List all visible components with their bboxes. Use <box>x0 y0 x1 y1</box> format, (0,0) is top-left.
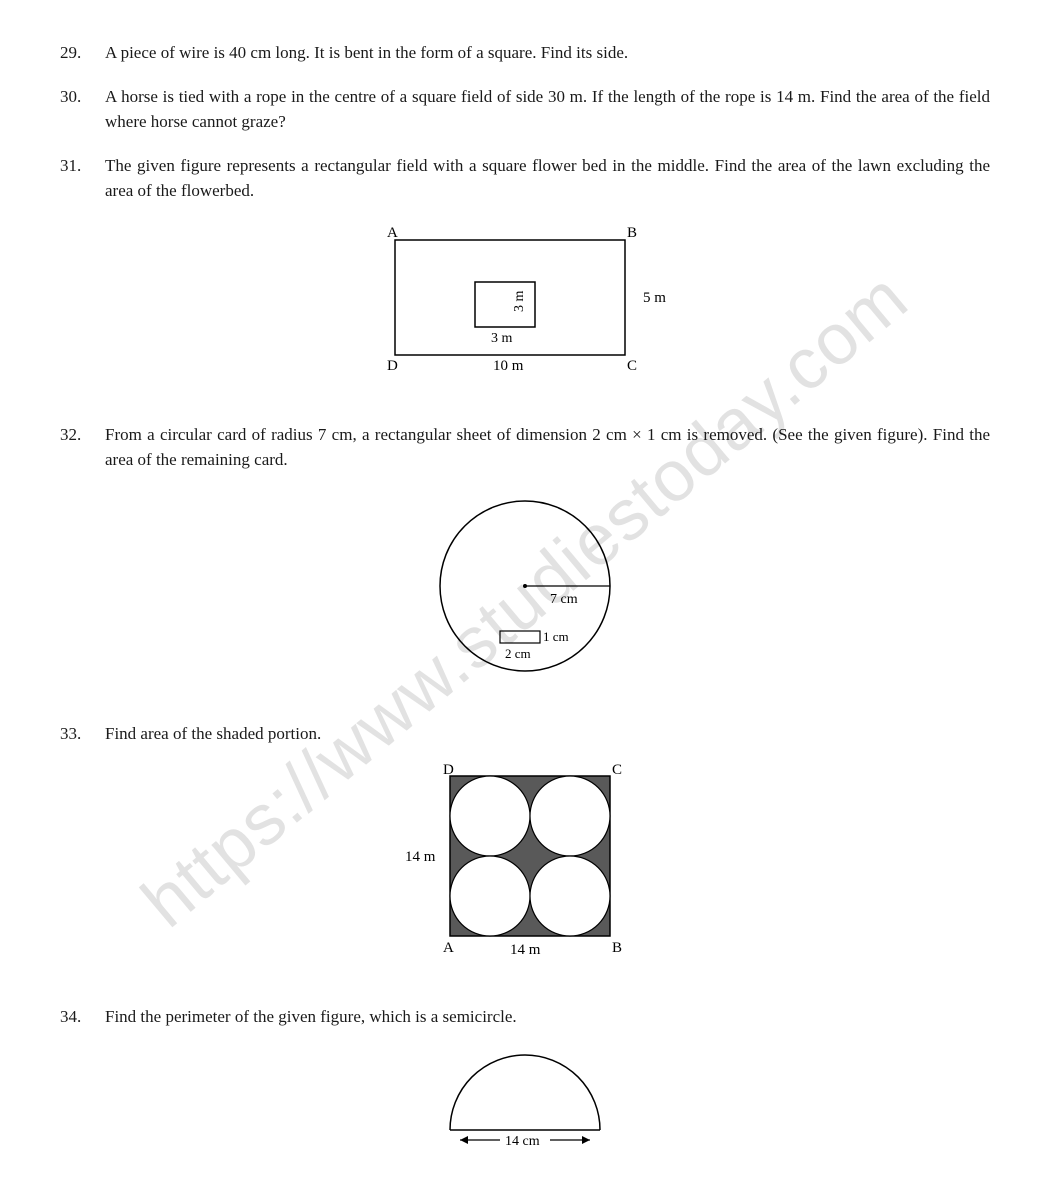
question-32: 32. From a circular card of radius 7 cm,… <box>60 422 990 473</box>
label-14m-bottom: 14 m <box>510 942 541 958</box>
question-text: Find the perimeter of the given figure, … <box>105 1004 990 1030</box>
question-34: 34. Find the perimeter of the given figu… <box>60 1004 990 1030</box>
label-B: B <box>612 940 622 956</box>
label-C: C <box>612 764 622 778</box>
label-A: A <box>443 940 454 956</box>
question-number: 34. <box>60 1004 105 1030</box>
label-B: B <box>627 225 637 241</box>
question-number: 32. <box>60 422 105 448</box>
question-text: A horse is tied with a rope in the centr… <box>105 84 990 135</box>
question-text: From a circular card of radius 7 cm, a r… <box>105 422 990 473</box>
label-2cm: 2 cm <box>505 646 531 661</box>
label-14m-left: 14 m <box>405 849 436 865</box>
q31-svg: A B D C 10 m 5 m 3 m 3 m <box>365 222 685 392</box>
label-inner-3m-r: 3 m <box>512 290 527 312</box>
question-text: A piece of wire is 40 cm long. It is ben… <box>105 40 990 66</box>
question-number: 33. <box>60 721 105 747</box>
question-text: Find area of the shaded portion. <box>105 721 990 747</box>
label-D: D <box>443 764 454 778</box>
question-number: 29. <box>60 40 105 66</box>
figure-q32: 7 cm 1 cm 2 cm <box>60 491 990 696</box>
q33-svg: D C A B 14 m 14 m <box>395 764 655 974</box>
label-1cm: 1 cm <box>543 629 569 644</box>
label-A: A <box>387 225 398 241</box>
q34-svg: 14 cm <box>410 1048 640 1158</box>
question-29: 29. A piece of wire is 40 cm long. It is… <box>60 40 990 66</box>
figure-q31: A B D C 10 m 5 m 3 m 3 m <box>60 222 990 397</box>
figure-q34: 14 cm <box>60 1048 990 1163</box>
question-text: The given figure represents a rectangula… <box>105 153 990 204</box>
label-5m: 5 m <box>643 290 666 306</box>
label-D: D <box>387 358 398 374</box>
question-33: 33. Find area of the shaded portion. <box>60 721 990 747</box>
label-C: C <box>627 358 637 374</box>
figure-q33: D C A B 14 m 14 m <box>60 764 990 979</box>
label-10m: 10 m <box>493 358 524 374</box>
question-number: 30. <box>60 84 105 110</box>
label-14cm: 14 cm <box>505 1134 540 1149</box>
label-inner-3m-b: 3 m <box>491 331 513 346</box>
question-31: 31. The given figure represents a rectan… <box>60 153 990 204</box>
q32-svg: 7 cm 1 cm 2 cm <box>405 491 645 691</box>
question-30: 30. A horse is tied with a rope in the c… <box>60 84 990 135</box>
label-7cm: 7 cm <box>550 592 578 607</box>
question-number: 31. <box>60 153 105 179</box>
page-content: 29. A piece of wire is 40 cm long. It is… <box>60 40 990 1163</box>
